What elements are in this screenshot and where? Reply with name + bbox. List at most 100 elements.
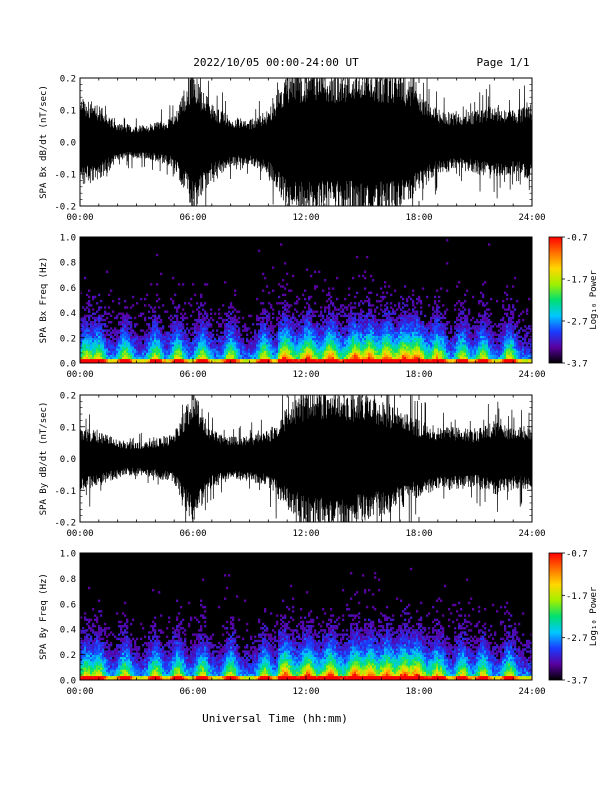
heatmap-cell (458, 325, 461, 328)
heatmap-cell (274, 325, 277, 328)
heatmap-cell (408, 308, 411, 311)
heatmap-cell (282, 346, 285, 349)
heatmap-cell (364, 270, 367, 273)
heatmap-cell (152, 331, 155, 334)
heatmap-cell (174, 360, 177, 363)
heatmap-cell (506, 358, 509, 362)
heatmap-cell (468, 360, 471, 363)
heatmap-cell (250, 360, 253, 363)
heatmap-cell (94, 354, 97, 357)
heatmap-cell (346, 354, 349, 357)
heatmap-cell (354, 325, 357, 328)
heatmap-cell (420, 329, 423, 332)
heatmap-cell (440, 342, 443, 345)
heatmap-cell (252, 344, 255, 347)
heatmap-cell (118, 331, 121, 334)
heatmap-cell (360, 327, 363, 330)
heatmap-cell (434, 348, 437, 351)
heatmap-cell (512, 346, 515, 349)
heatmap-cell (422, 327, 425, 330)
heatmap-cell (324, 352, 327, 355)
heatmap-cell (482, 360, 485, 363)
heatmap-cell (458, 300, 461, 303)
heatmap-cell (436, 356, 439, 360)
heatmap-cell (176, 331, 179, 334)
heatmap-cell (150, 346, 153, 349)
heatmap-cell (238, 337, 241, 341)
heatmap-cell (234, 356, 237, 360)
heatmap-cell (298, 335, 301, 339)
heatmap-cell (316, 285, 319, 288)
heatmap-cell (112, 339, 115, 343)
heatmap-cell (360, 352, 363, 355)
heatmap-cell (336, 344, 339, 347)
heatmap-cell (498, 335, 501, 339)
heatmap-cell (506, 356, 509, 360)
heatmap-cell (176, 308, 179, 311)
heatmap-cell (366, 314, 369, 318)
y-tick-label: 0.2 (60, 75, 76, 85)
heatmap-cell (270, 342, 273, 345)
heatmap-cell (198, 333, 201, 336)
heatmap-cell (118, 356, 121, 360)
heatmap-cell (384, 346, 387, 349)
heatmap-cell (124, 346, 127, 349)
heatmap-cell (118, 321, 121, 324)
heatmap-cell (270, 327, 273, 330)
heatmap-cell (506, 323, 509, 326)
heatmap-cell (166, 310, 169, 313)
heatmap-cell (312, 348, 315, 351)
heatmap-cell (320, 337, 323, 341)
heatmap-cell (362, 323, 365, 326)
heatmap-cell (422, 325, 425, 328)
heatmap-cell (464, 327, 467, 330)
heatmap-cell (200, 354, 203, 357)
heatmap-cell (312, 358, 315, 362)
heatmap-cell (274, 348, 277, 351)
heatmap-cell (296, 339, 299, 343)
heatmap-cell (350, 325, 353, 328)
heatmap-cell (236, 356, 239, 360)
heatmap-cell (224, 348, 227, 351)
heatmap-cell (192, 356, 195, 360)
heatmap-cell (204, 283, 207, 286)
heatmap-cell (266, 316, 269, 320)
heatmap-cell (200, 323, 203, 326)
heatmap-cell (90, 335, 93, 339)
heatmap-cell (94, 348, 97, 351)
heatmap-cell (100, 352, 103, 355)
heatmap-cell (180, 348, 183, 351)
heatmap-cell (418, 350, 421, 353)
heatmap-cell (384, 310, 387, 313)
heatmap-cell (104, 318, 107, 322)
heatmap-cell (458, 312, 461, 315)
heatmap-cell (400, 335, 403, 339)
heatmap-cell (222, 331, 225, 334)
heatmap-cell (266, 360, 269, 363)
heatmap-cell (404, 285, 407, 288)
heatmap-cell (364, 325, 367, 328)
heatmap-cell (412, 352, 415, 355)
heatmap-cell (226, 314, 229, 318)
heatmap-cell (204, 335, 207, 339)
heatmap-cell (318, 335, 321, 339)
heatmap-cell (228, 337, 231, 341)
heatmap-cell (86, 302, 89, 305)
heatmap-cell (110, 358, 113, 362)
heatmap-cell (158, 350, 161, 353)
heatmap-cell (234, 344, 237, 347)
heatmap-cell (460, 318, 463, 322)
heatmap-cell (224, 342, 227, 345)
heatmap-cell (132, 339, 135, 343)
heatmap-cell (420, 335, 423, 339)
heatmap-cell (130, 337, 133, 341)
heatmap-cell (428, 321, 431, 324)
heatmap-cell (308, 354, 311, 357)
heatmap-cell (282, 342, 285, 345)
heatmap-cell (432, 325, 435, 328)
heatmap-cell (340, 358, 343, 362)
heatmap-cell (106, 331, 109, 334)
heatmap-cell (290, 333, 293, 336)
heatmap-cell (206, 352, 209, 355)
heatmap-cell (426, 339, 429, 343)
